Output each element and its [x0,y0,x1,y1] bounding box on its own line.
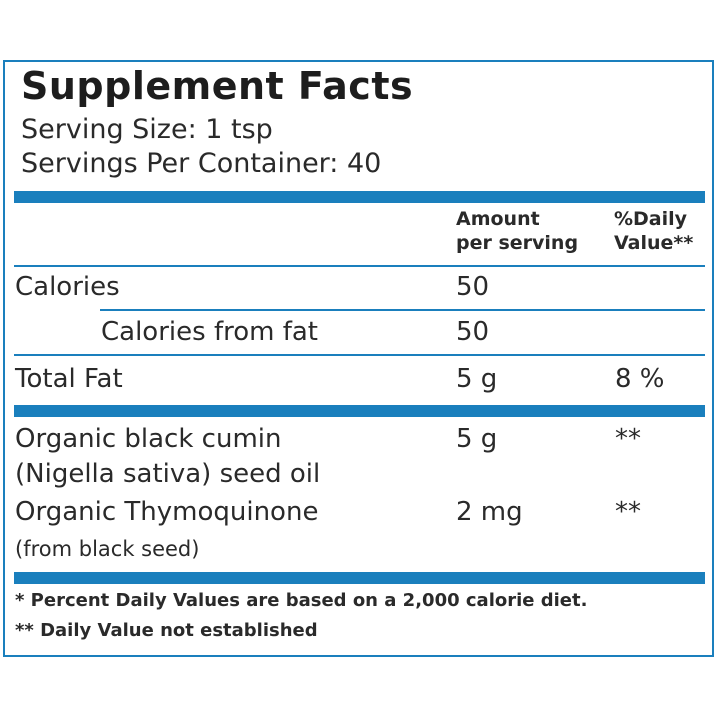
dv-header-line2: Value** [614,232,694,254]
thick-rule-top [14,191,705,203]
footnote-not-established: ** Daily Value not established [15,620,318,641]
footnote-daily-values: * Percent Daily Values are based on a 2,… [15,590,588,611]
thymoquinone-amount: 2 mg [456,497,523,527]
black-cumin-amount: 5 g [456,424,498,454]
calories-from-fat-amount: 50 [456,317,490,347]
thymoquinone-dv: ** [615,497,641,527]
black-cumin-label-line1: Organic black cumin [15,424,282,454]
rule-after-calories [100,309,705,311]
panel-title: Supplement Facts [21,64,414,108]
supplement-facts-panel: Supplement Facts Serving Size: 1 tsp Ser… [3,60,714,657]
black-cumin-label-line2: (Nigella sativa) seed oil [15,459,321,489]
thick-rule-bottom [14,572,705,584]
serving-size: Serving Size: 1 tsp [21,114,273,145]
thick-rule-middle [14,405,705,417]
thymoquinone-label-line2: (from black seed) [15,537,200,561]
amount-header-line1: Amount [456,208,540,230]
calories-amount: 50 [456,272,490,302]
black-cumin-dv: ** [615,424,641,454]
rule-after-calories-fat [14,354,705,356]
thymoquinone-label-line1: Organic Thymoquinone [15,497,319,527]
calories-from-fat-label: Calories from fat [101,317,318,347]
rule-under-header [14,265,705,267]
total-fat-label: Total Fat [15,364,123,394]
dv-header-line1: %Daily [614,208,688,230]
total-fat-amount: 5 g [456,364,498,394]
calories-label: Calories [15,272,120,302]
amount-header-line2: per serving [456,232,579,254]
total-fat-dv: 8 % [615,364,665,394]
daily-value-column-header: %Daily Value** [614,207,693,255]
amount-column-header: Amount per serving [456,207,578,255]
servings-per-container: Servings Per Container: 40 [21,148,382,179]
